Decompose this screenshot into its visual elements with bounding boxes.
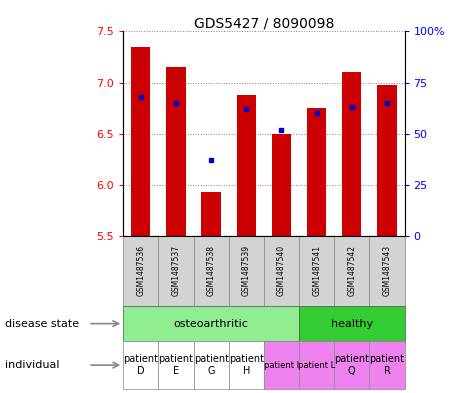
Title: GDS5427 / 8090098: GDS5427 / 8090098 <box>194 16 334 30</box>
Bar <box>299 341 334 389</box>
Bar <box>334 341 369 389</box>
Bar <box>201 192 221 236</box>
Bar <box>342 72 361 236</box>
Bar <box>159 236 193 306</box>
Bar <box>123 236 159 306</box>
Text: GSM1487537: GSM1487537 <box>172 245 180 296</box>
Text: patient
R: patient R <box>370 354 405 376</box>
Bar <box>193 341 229 389</box>
Text: patient
G: patient G <box>193 354 229 376</box>
Text: patient
E: patient E <box>159 354 193 376</box>
Text: patient
H: patient H <box>229 354 264 376</box>
Bar <box>237 95 256 236</box>
Text: GSM1487538: GSM1487538 <box>206 245 216 296</box>
Bar <box>272 134 291 236</box>
Text: individual: individual <box>5 360 59 370</box>
Text: healthy: healthy <box>331 319 373 329</box>
Text: GSM1487536: GSM1487536 <box>136 245 145 296</box>
Text: GSM1487540: GSM1487540 <box>277 245 286 296</box>
Bar <box>369 341 405 389</box>
Bar <box>193 236 229 306</box>
Text: patient I: patient I <box>264 361 299 370</box>
Bar <box>334 236 369 306</box>
Bar <box>369 236 405 306</box>
Text: patient
Q: patient Q <box>334 354 369 376</box>
Bar <box>299 306 405 341</box>
Text: disease state: disease state <box>5 319 79 329</box>
Bar <box>264 236 299 306</box>
Bar <box>123 306 299 341</box>
Text: patient
D: patient D <box>123 354 158 376</box>
Bar <box>307 108 326 236</box>
Text: GSM1487542: GSM1487542 <box>347 245 356 296</box>
Bar <box>229 341 264 389</box>
Text: patient L: patient L <box>298 361 335 370</box>
Bar <box>299 236 334 306</box>
Text: GSM1487543: GSM1487543 <box>383 245 392 296</box>
Text: GSM1487539: GSM1487539 <box>242 245 251 296</box>
Bar <box>123 341 159 389</box>
Bar <box>131 47 151 236</box>
Bar <box>377 84 397 236</box>
Text: osteoarthritic: osteoarthritic <box>174 319 249 329</box>
Bar <box>166 67 186 236</box>
Bar <box>229 236 264 306</box>
Bar <box>264 341 299 389</box>
Text: GSM1487541: GSM1487541 <box>312 245 321 296</box>
Bar <box>159 341 193 389</box>
